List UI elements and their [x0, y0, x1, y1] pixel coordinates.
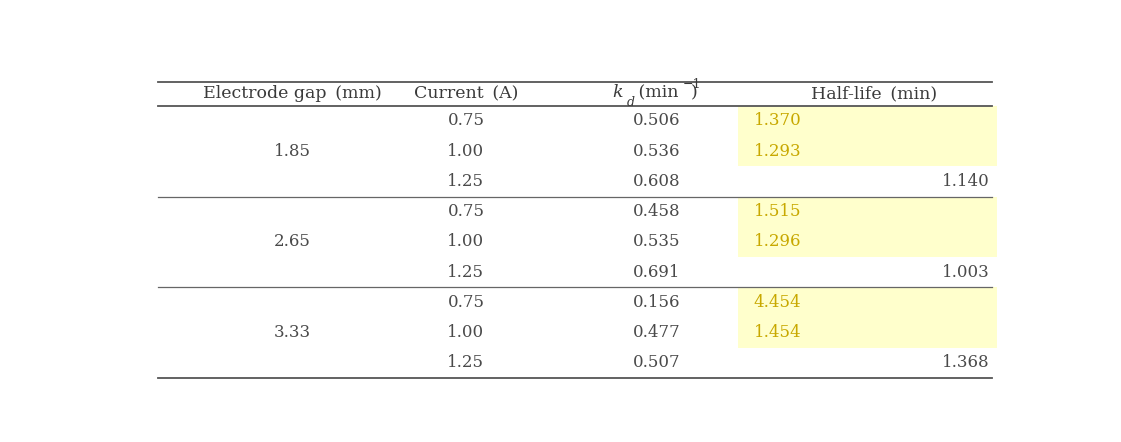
Text: 1.454: 1.454 [753, 324, 802, 341]
Bar [738, 106, 997, 136]
Text: 1.25: 1.25 [447, 264, 484, 281]
Text: 1.370: 1.370 [753, 112, 802, 130]
Text: 1.003: 1.003 [942, 264, 990, 281]
Text: 1.368: 1.368 [942, 354, 990, 371]
Text: d: d [627, 96, 634, 109]
Text: 4.454: 4.454 [753, 294, 802, 311]
Bar [738, 317, 997, 348]
Text: (min: (min [636, 84, 679, 101]
Text: 0.75: 0.75 [447, 294, 484, 311]
Text: 1.515: 1.515 [753, 203, 802, 220]
Text: 0.506: 0.506 [633, 112, 680, 130]
Text: 0.691: 0.691 [633, 264, 680, 281]
Text: 1.00: 1.00 [447, 324, 484, 341]
Text: ): ) [691, 84, 697, 101]
Text: k: k [612, 84, 622, 101]
Text: 1.25: 1.25 [447, 173, 484, 190]
Text: 1.25: 1.25 [447, 354, 484, 371]
Text: 1.293: 1.293 [753, 143, 802, 160]
Text: 1.296: 1.296 [753, 233, 802, 251]
Text: 0.75: 0.75 [447, 112, 484, 130]
Bar [738, 348, 997, 378]
Bar [738, 136, 997, 166]
Text: Electrode gap (mm): Electrode gap (mm) [203, 85, 381, 103]
Text: 1.85: 1.85 [274, 143, 311, 160]
Bar [738, 257, 997, 287]
Bar [738, 166, 997, 197]
Text: 3.33: 3.33 [274, 324, 311, 341]
Text: 0.535: 0.535 [633, 233, 680, 251]
Text: 0.458: 0.458 [633, 203, 680, 220]
Text: 1.00: 1.00 [447, 143, 484, 160]
Text: 0.156: 0.156 [633, 294, 680, 311]
Bar [738, 287, 997, 317]
Text: Current (A): Current (A) [414, 85, 518, 103]
Text: Half-life (min): Half-life (min) [812, 85, 937, 103]
Bar [738, 227, 997, 257]
Bar [738, 197, 997, 227]
Text: −1: −1 [683, 78, 701, 91]
Text: 1.00: 1.00 [447, 233, 484, 251]
Text: 0.477: 0.477 [633, 324, 680, 341]
Text: 0.608: 0.608 [633, 173, 680, 190]
Text: 0.536: 0.536 [633, 143, 680, 160]
Text: 0.75: 0.75 [447, 203, 484, 220]
Text: 2.65: 2.65 [274, 233, 311, 251]
Text: 1.140: 1.140 [942, 173, 990, 190]
Text: 0.507: 0.507 [633, 354, 680, 371]
